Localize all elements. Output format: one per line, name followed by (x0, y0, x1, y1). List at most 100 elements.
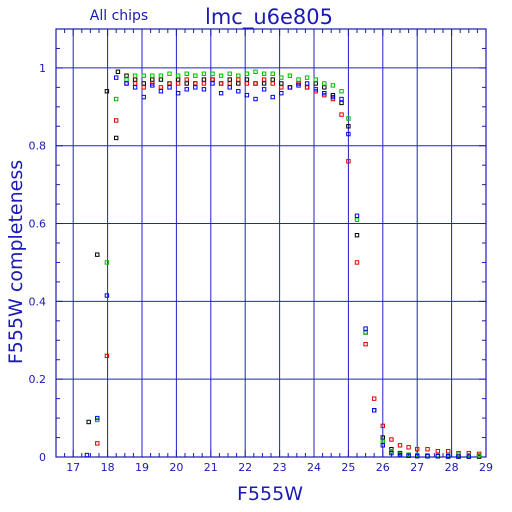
data-point (313, 87, 318, 92)
data-point (389, 437, 394, 442)
data-point (115, 69, 121, 74)
data-point (322, 85, 327, 90)
x-tick-label: 29 (479, 461, 493, 474)
data-points (84, 69, 482, 459)
data-point (406, 453, 411, 459)
x-tick-label: 22 (238, 461, 252, 474)
data-point (253, 81, 258, 86)
data-point (339, 100, 344, 106)
x-tick-label: 20 (169, 461, 183, 474)
x-axis-label: F555W (237, 483, 303, 505)
data-point (184, 87, 189, 92)
axis-ticks: 17 18 19 20 21 22 23 24 25 26 27 28 29 0 0.2 0.4 0.6 0.8 1 (29, 28, 493, 474)
data-point (304, 75, 310, 80)
data-point (304, 85, 310, 90)
data-point (476, 453, 482, 458)
y-tick-label: 1 (39, 62, 46, 75)
data-point (279, 75, 284, 80)
data-point (339, 89, 344, 94)
data-point (253, 81, 258, 86)
data-point (406, 445, 411, 450)
data-point (372, 396, 377, 401)
data-point (372, 408, 377, 413)
data-point (124, 81, 129, 86)
data-point (132, 85, 138, 90)
data-point (330, 83, 336, 88)
data-point (253, 69, 258, 74)
data-point (466, 454, 472, 459)
data-point (104, 260, 110, 265)
x-tick-label: 23 (273, 461, 287, 474)
data-point (445, 454, 451, 459)
data-point (287, 85, 293, 90)
data-point (456, 454, 461, 459)
data-point (201, 77, 207, 82)
data-point (167, 71, 172, 76)
x-tick-label: 24 (307, 461, 321, 474)
data-point (104, 89, 110, 94)
data-point (218, 81, 224, 86)
data-point (445, 448, 451, 454)
data-point (380, 443, 386, 448)
data-point (210, 77, 215, 82)
data-point (167, 81, 172, 86)
x-tick-label: 26 (376, 461, 390, 474)
data-point (218, 81, 224, 86)
data-point (322, 91, 327, 96)
data-point (425, 454, 430, 459)
data-point (372, 408, 377, 413)
data-point (354, 217, 360, 222)
data-point (304, 85, 310, 90)
data-point (435, 448, 441, 454)
data-point (132, 77, 138, 82)
data-point (296, 83, 301, 88)
data-point (104, 293, 110, 298)
data-point (175, 81, 181, 86)
data-point (141, 94, 146, 100)
data-point (322, 81, 327, 86)
data-point (210, 81, 215, 86)
data-point (363, 326, 368, 331)
data-point (150, 73, 155, 78)
data-point (363, 330, 368, 335)
data-point (425, 447, 430, 452)
data-point (354, 260, 360, 265)
data-point (435, 454, 441, 459)
data-point (261, 71, 267, 76)
data-point (279, 85, 284, 90)
data-point (218, 91, 224, 96)
data-point (339, 96, 344, 102)
data-point (114, 75, 119, 80)
x-tick-label: 17 (66, 461, 80, 474)
chart-title: lmc_u6e805 (205, 5, 333, 30)
y-tick-label: 0.8 (29, 140, 47, 153)
data-point (201, 71, 207, 76)
data-point (346, 159, 351, 164)
x-tick-label: 19 (135, 461, 149, 474)
data-point (175, 73, 181, 78)
data-point (193, 81, 198, 86)
data-point (261, 87, 267, 92)
data-point (210, 77, 215, 82)
data-point (354, 213, 360, 218)
data-point (132, 81, 138, 86)
data-point (330, 94, 336, 100)
data-point (132, 73, 138, 78)
data-point (86, 419, 91, 425)
data-point (201, 87, 207, 92)
data-point (104, 353, 110, 359)
data-point (304, 81, 310, 86)
data-point (184, 81, 189, 86)
data-point (95, 441, 100, 446)
data-point (287, 85, 293, 90)
data-point (114, 135, 119, 141)
y-axis-label: F555W completeness (5, 160, 27, 364)
data-point (270, 94, 275, 100)
data-point (141, 81, 146, 86)
data-point (236, 77, 241, 82)
data-point (193, 81, 198, 86)
data-point (236, 73, 241, 78)
data-point (287, 85, 293, 90)
data-point (150, 77, 155, 82)
data-point (158, 73, 164, 78)
